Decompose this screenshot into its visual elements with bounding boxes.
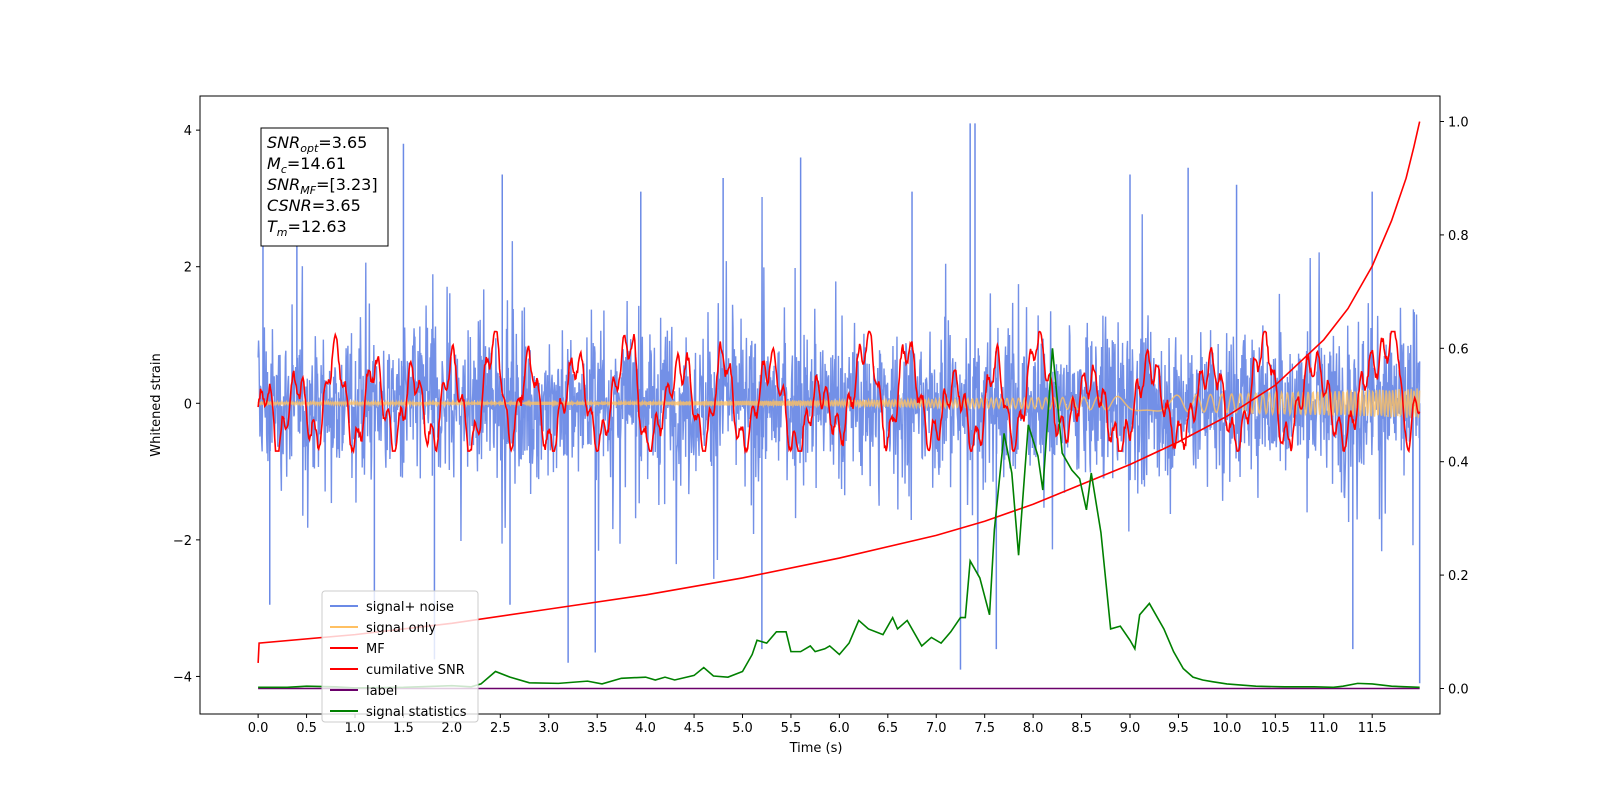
x-tick-label: 1.5 bbox=[393, 721, 414, 736]
info-box: SNRopt=3.65Mc=14.61SNRMF=[3.23]CSNR=3.65… bbox=[260, 127, 389, 247]
x-tick-label: 8.0 bbox=[1023, 721, 1044, 736]
mf-line bbox=[257, 330, 1421, 455]
y-axis-right: 0.0 0.2 0.4 0.6 0.8 1.0 bbox=[1440, 116, 1469, 697]
x-tick-label: 6.5 bbox=[877, 721, 898, 736]
info-box-border bbox=[260, 127, 389, 247]
x-tick-label: 7.5 bbox=[974, 721, 995, 736]
y2-tick-label: 1.0 bbox=[1448, 116, 1469, 131]
signal-plus-noise-line bbox=[257, 197, 1421, 579]
y-axis-left: −4 −2 0 2 4 bbox=[173, 124, 200, 685]
x-tick-label: 0.0 bbox=[248, 721, 269, 736]
info-box-line: Tm=12.63 bbox=[267, 217, 347, 239]
x-tick-label: 2.0 bbox=[442, 721, 463, 736]
x-tick-label: 8.5 bbox=[1071, 721, 1092, 736]
y2-tick-label: 0.6 bbox=[1448, 342, 1469, 357]
mf-series bbox=[257, 330, 1421, 455]
legend-label-cumilative-snr: cumilative SNR bbox=[366, 663, 465, 678]
x-tick-label: 10.5 bbox=[1261, 721, 1290, 736]
x-tick-label: 10.0 bbox=[1212, 721, 1241, 736]
x-tick-label: 11.0 bbox=[1309, 721, 1338, 736]
x-tick-label: 11.5 bbox=[1358, 721, 1387, 736]
x-tick-label: 7.0 bbox=[926, 721, 947, 736]
x-tick-label: 4.5 bbox=[684, 721, 705, 736]
y-tick-label: −4 bbox=[173, 670, 192, 685]
info-box-line: Mc=14.61 bbox=[267, 154, 346, 176]
x-tick-label: 5.0 bbox=[732, 721, 753, 736]
x-tick-label: 4.0 bbox=[635, 721, 656, 736]
x-tick-label: 1.0 bbox=[345, 721, 366, 736]
info-box-line: SNRopt=3.65 bbox=[267, 133, 367, 155]
signal-plus-noise-series bbox=[257, 123, 1421, 684]
legend-label-signal-only: signal only bbox=[366, 621, 436, 636]
y-tick-label: −2 bbox=[173, 534, 192, 549]
y-axis-label: Whitened strain bbox=[149, 353, 164, 456]
plot-area bbox=[257, 121, 1421, 690]
legend-label-signal-statistics: signal statistics bbox=[366, 705, 467, 720]
info-box-line: CSNR=3.65 bbox=[267, 196, 361, 215]
x-tick-label: 6.0 bbox=[829, 721, 850, 736]
x-tick-label: 9.5 bbox=[1168, 721, 1189, 736]
signal-only-line bbox=[257, 388, 1421, 419]
y2-tick-label: 0.8 bbox=[1448, 229, 1469, 244]
signal-only-series bbox=[257, 388, 1421, 419]
legend-label-mf: MF bbox=[366, 642, 385, 657]
signal-statistics-line bbox=[258, 348, 1420, 689]
x-tick-label: 2.5 bbox=[490, 721, 511, 736]
x-tick-label: 0.5 bbox=[296, 721, 317, 736]
x-axis: 0.0 0.5 1.0 1.5 2.0 2.5 3.0 3.5 4.0 4.5 5.0 5.5 6.0 6… bbox=[248, 714, 1387, 736]
x-tick-label: 5.5 bbox=[781, 721, 802, 736]
y2-tick-label: 0.4 bbox=[1448, 456, 1469, 471]
legend-label-label: label bbox=[366, 684, 397, 699]
y-tick-label: 2 bbox=[184, 261, 192, 276]
x-tick-label: 9.0 bbox=[1120, 721, 1141, 736]
legend-frame bbox=[321, 590, 479, 723]
y-tick-label: 4 bbox=[184, 124, 192, 139]
legend: signal+ noise signal only MF cumilative SNR… bbox=[321, 590, 479, 723]
y2-tick-label: 0.0 bbox=[1448, 682, 1469, 697]
x-axis-label: Time (s) bbox=[789, 741, 843, 756]
info-box-line: SNRMF=[3.23] bbox=[267, 175, 378, 197]
legend-label-signal-noise: signal+ noise bbox=[366, 600, 454, 615]
y-tick-label: 0 bbox=[184, 397, 192, 412]
axes-frame bbox=[199, 95, 1441, 715]
x-tick-label: 3.0 bbox=[538, 721, 559, 736]
x-tick-label: 3.5 bbox=[587, 721, 608, 736]
y2-tick-label: 0.2 bbox=[1448, 569, 1469, 584]
